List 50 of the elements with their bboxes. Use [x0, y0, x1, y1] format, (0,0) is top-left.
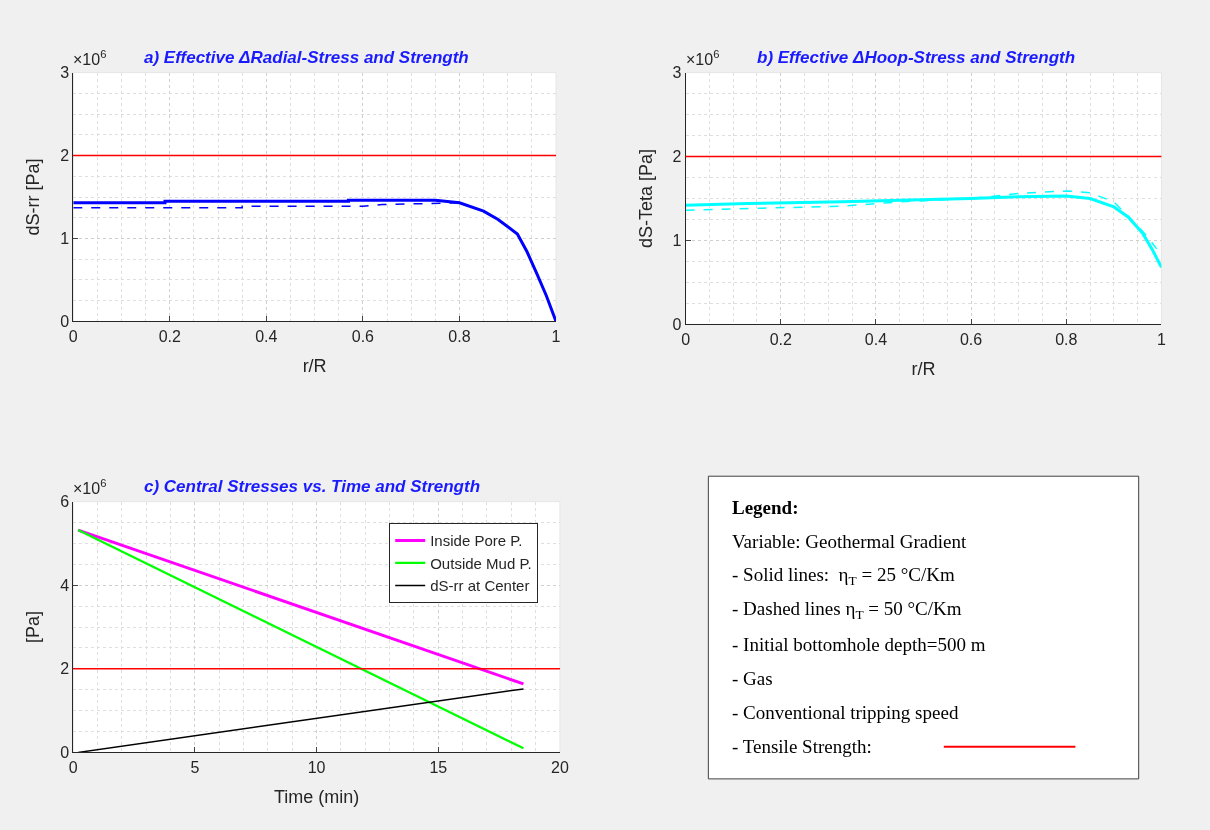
- x-axis-title: r/R: [302, 355, 327, 376]
- y-tick-label: 3: [672, 64, 682, 82]
- text: Legend:: [732, 497, 799, 518]
- y-tick-label: 1: [60, 230, 70, 248]
- chart-title: a) Effective ΔRadial-Stress and Strength: [144, 48, 469, 67]
- y-tick-label: 2: [60, 660, 70, 678]
- text: - Dashed lines η$_{T}$ = 50 °C/Km: [732, 598, 962, 622]
- y-axis-title: dS-Teta [Pa]: [635, 148, 656, 249]
- y-tick-label: 0: [60, 744, 70, 762]
- x-tick-label: 1: [1156, 330, 1166, 348]
- x-tick-label: 0.4: [255, 327, 278, 345]
- text: ×10$^{6}$: [686, 48, 720, 68]
- y-tick-label: 3: [60, 64, 70, 82]
- y-tick-label: 6: [60, 493, 70, 511]
- y-tick-label: 2: [672, 148, 682, 166]
- legend-label: dS-rr at Center: [430, 577, 530, 595]
- y-axis-title: dS-rr [Pa]: [23, 158, 44, 236]
- text: - Gas: [732, 668, 773, 689]
- x-tick-label: 10: [307, 758, 326, 776]
- text: - Solid lines: η$_{T}$ = 25 °C/Km: [732, 564, 955, 588]
- x-tick-label: 0.8: [448, 327, 471, 345]
- chart-title: b) Effective ΔHoop-Stress and Strength: [757, 48, 1076, 67]
- y-axis-title: [Pa]: [23, 611, 44, 644]
- x-tick-label: 1: [551, 327, 561, 345]
- x-axis-title: r/R: [911, 358, 936, 379]
- x-tick-label: 0.2: [769, 330, 792, 348]
- legend-label: Outside Mud P.: [430, 554, 532, 572]
- y-tick-label: 0: [60, 313, 70, 331]
- x-tick-label: 20: [551, 758, 569, 776]
- x-tick-label: 0.6: [351, 327, 375, 345]
- chart-title: c) Central Stresses vs. Time and Strength: [144, 477, 481, 496]
- y-tick-label: 0: [672, 315, 682, 333]
- y-tick-label: 1: [672, 232, 682, 250]
- line-series: [685, 194, 1162, 269]
- x-tick-label: 15: [429, 758, 448, 776]
- text: ×10$^{6}$: [73, 477, 107, 497]
- text: - Initial bottomhole depth=500 m: [732, 634, 986, 655]
- y-tick-label: 4: [60, 576, 70, 594]
- text: ×10$^{6}$: [73, 48, 107, 68]
- text: Variable: Geothermal Gradient: [732, 531, 967, 552]
- legend-label: Inside Pore P.: [430, 532, 523, 550]
- y-tick-label: 2: [60, 147, 70, 165]
- x-tick-label: 5: [190, 758, 200, 776]
- x-tick-label: 0.2: [158, 327, 182, 345]
- x-axis-title: Time (min): [273, 786, 360, 807]
- x-tick-label: 0.6: [959, 330, 983, 348]
- text: - Tensile Strength:: [732, 736, 872, 757]
- text: - Conventional tripping speed: [732, 702, 959, 723]
- x-tick-label: 0.4: [864, 330, 888, 348]
- x-tick-label: 0.8: [1055, 330, 1078, 348]
